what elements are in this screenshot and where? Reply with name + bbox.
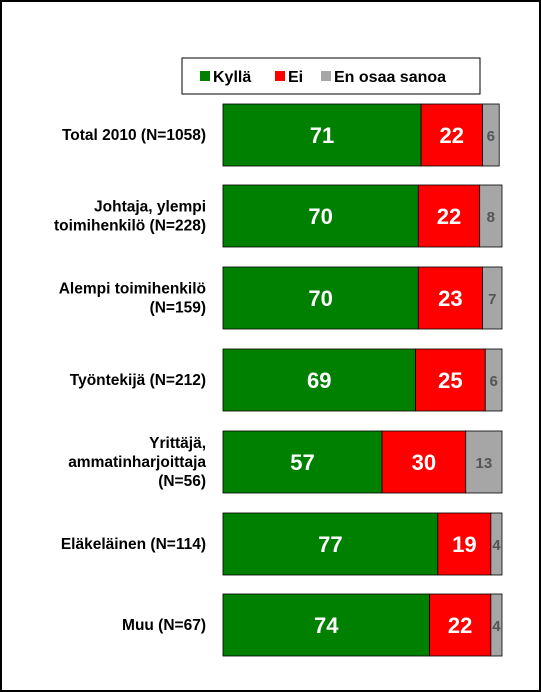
data-label-en-osaa-sanoa: 6 — [487, 128, 495, 145]
data-label-ei: 22 — [448, 613, 472, 638]
legend-label-kyll: Kyllä — [213, 69, 251, 86]
data-label-en-osaa-sanoa: 4 — [492, 537, 501, 554]
bar-segment-ei — [415, 348, 486, 412]
bar-segment-ei — [381, 430, 467, 494]
category-label: Työntekijä (N=212) — [70, 372, 206, 389]
bar-segment-en-osaa-sanoa — [482, 266, 503, 330]
bar-segment-en-osaa-sanoa — [482, 103, 500, 167]
bars: 71 22 6 70 22 8 70 23 7 69 25 6 57 30 13 77 19 4 74 22 4 — [222, 103, 503, 657]
data-label-ei: 25 — [438, 368, 462, 393]
data-label-en-osaa-sanoa: 6 — [489, 373, 497, 390]
bar-segment-kyll — [222, 184, 419, 248]
bar-segment-en-osaa-sanoa — [490, 512, 503, 576]
category-label: Alempi toimihenkilö (N=159) — [59, 281, 206, 317]
category-label: Johtaja, ylempi toimihenkilö (N=228) — [54, 199, 206, 235]
category-label: Eläkeläinen (N=114) — [61, 536, 206, 553]
data-label-en-osaa-sanoa: 4 — [492, 618, 501, 635]
bar-segment-kyll — [222, 348, 416, 412]
bar-segment-kyll — [222, 512, 439, 576]
data-label-en-osaa-sanoa: 7 — [488, 291, 496, 308]
data-label-kyll: 74 — [314, 613, 339, 638]
bar-segment-kyll — [222, 593, 430, 657]
data-label-en-osaa-sanoa: 13 — [476, 455, 493, 472]
category-label: Yrittäjä, ammatinharjoittaja (N=56) — [68, 435, 206, 490]
category-labels: Total 2010 (N=1058) Johtaja, ylempi toimih… — [54, 127, 206, 634]
bar-segment-en-osaa-sanoa — [479, 184, 503, 248]
data-label-ei: 19 — [452, 532, 476, 557]
bar-segment-ei — [417, 266, 483, 330]
data-label-ei: 22 — [437, 204, 461, 229]
data-label-en-osaa-sanoa: 8 — [487, 209, 495, 226]
bar-segment-kyll — [222, 103, 422, 167]
bar-segment-kyll — [222, 430, 383, 494]
legend: Kyllä Ei En osaa sanoa — [181, 57, 481, 95]
legend-swatch-en-osaa-sanoa — [321, 71, 331, 81]
data-label-ei: 23 — [438, 286, 462, 311]
bar-segment-en-osaa-sanoa — [484, 348, 503, 412]
data-label-ei: 22 — [440, 123, 464, 148]
bar-segment-en-osaa-sanoa — [490, 593, 503, 657]
category-label: Total 2010 (N=1058) — [62, 127, 206, 144]
category-label: Muu (N=67) — [122, 617, 206, 634]
data-label-kyll: 69 — [307, 368, 331, 393]
legend-swatch-ei — [275, 71, 285, 81]
legend-swatch-kyll — [200, 71, 210, 81]
legend-label-en-osaa-sanoa: En osaa sanoa — [334, 69, 446, 86]
legend-label-ei: Ei — [288, 69, 303, 86]
data-label-kyll: 70 — [308, 286, 332, 311]
bar-segment-ei — [437, 512, 492, 576]
bar-segment-kyll — [222, 266, 419, 330]
data-label-kyll: 70 — [308, 204, 332, 229]
data-label-kyll: 57 — [290, 450, 314, 475]
bar-segment-ei — [417, 184, 481, 248]
bar-segment-en-osaa-sanoa — [465, 430, 503, 494]
bar-segment-ei — [429, 593, 492, 657]
data-label-kyll: 71 — [310, 123, 334, 148]
data-label-kyll: 77 — [318, 532, 342, 557]
data-label-ei: 30 — [412, 450, 436, 475]
